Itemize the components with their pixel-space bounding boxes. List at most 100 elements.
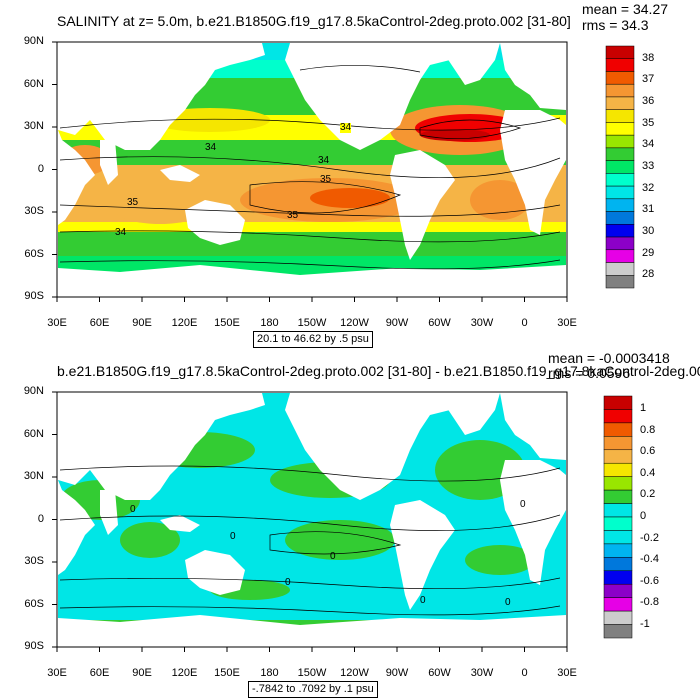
colorbar-label: 36: [642, 95, 655, 108]
panel2-lat-label: 90S: [24, 640, 44, 652]
colorbar-swatch: [605, 45, 635, 59]
colorbar-swatch: [605, 71, 635, 85]
colorbar-swatch: [603, 543, 633, 558]
colorbar-swatch: [605, 109, 635, 123]
panel1-contour-label: 34: [115, 227, 127, 238]
panel2-colorbar: [603, 395, 633, 639]
panel1-contour-label: 34: [205, 142, 217, 153]
panel2-contour-label: 0: [420, 595, 426, 606]
panel1-map: [56, 41, 568, 298]
panel2-contour-label: 0: [520, 499, 526, 510]
panel2-mean: mean = -0.0003418: [548, 350, 670, 366]
colorbar-swatch: [603, 624, 633, 639]
panel1-lon-label: 150E: [214, 317, 240, 329]
panel1-contour-label: 34: [340, 122, 352, 133]
colorbar-swatch: [603, 436, 633, 451]
colorbar-label: 0.4: [640, 466, 656, 479]
colorbar-label: 35: [642, 116, 655, 129]
panel2-lat-label: 30N: [23, 470, 44, 482]
panel1-lat-label: 30S: [24, 205, 44, 217]
panel1-lon-label: 120E: [171, 317, 198, 329]
panel1-lon-label: 120W: [340, 317, 369, 329]
panel2-lat-label: 60N: [23, 428, 44, 440]
panel2-lon-label: 180: [260, 667, 279, 679]
panel2-contour-caption: -.7842 to .7092 by .1 psu: [248, 681, 378, 699]
colorbar-swatch: [605, 147, 635, 161]
colorbar-swatch: [603, 610, 633, 625]
colorbar-swatch: [603, 395, 633, 410]
panel1-lat-label: 90S: [24, 290, 44, 302]
colorbar-swatch: [605, 262, 635, 276]
colorbar-label: 34: [642, 138, 655, 151]
panel1-contour-label: 35: [127, 197, 139, 208]
panel1-lon-label: 90E: [132, 317, 152, 329]
panel2-lon-label: 30W: [470, 667, 494, 679]
panel1-lat-label: 0: [37, 163, 44, 175]
colorbar-label: 31: [642, 203, 655, 216]
panel1-lon-label: 30E: [47, 317, 67, 329]
colorbar-label: -1: [640, 617, 650, 630]
panel2-ticks: [52, 391, 568, 652]
panel1-mean: mean = 34.27: [582, 1, 669, 17]
panel2-lat-label: 60S: [24, 598, 44, 610]
colorbar-swatch: [603, 503, 633, 518]
colorbar-swatch: [605, 83, 635, 98]
panel2-lon-label: 90E: [132, 667, 152, 679]
colorbar-swatch: [605, 211, 635, 225]
panel1-lat-label: 30N: [23, 120, 44, 132]
colorbar-label: -0.4: [640, 553, 659, 566]
panel2-lon-label: 30E: [47, 667, 67, 679]
panel2-contour-label: 0: [230, 531, 236, 542]
panel2-lon-label: 30E: [557, 667, 577, 679]
panel1-lat-label: 60S: [24, 248, 44, 260]
colorbar-swatch: [605, 122, 635, 136]
colorbar-swatch: [605, 275, 635, 289]
panel2-lon-label: 90W: [385, 667, 409, 679]
panel1-rms: rms = 34.3: [582, 17, 649, 33]
panel2-lon-label: 60W: [428, 667, 451, 679]
colorbar-label: 33: [642, 160, 655, 172]
colorbar-label: -0.2: [640, 531, 659, 544]
colorbar-label: -0.6: [640, 574, 659, 587]
panel1-lon-label: 90W: [385, 317, 409, 329]
colorbar-swatch: [603, 530, 633, 545]
colorbar-swatch: [605, 249, 635, 263]
panel2-lat-label: 90N: [23, 385, 44, 397]
colorbar-swatch: [603, 557, 633, 572]
colorbar-label: 1: [640, 402, 647, 415]
colorbar-label: 30: [642, 224, 655, 237]
colorbar-label: -0.8: [640, 596, 659, 609]
panel1-lon-label: 60E: [89, 317, 110, 329]
colorbar-swatch: [605, 96, 635, 110]
colorbar-swatch: [603, 449, 633, 464]
panel1-lat-label: 90N: [23, 35, 44, 47]
panel1-lon-label: 150W: [297, 317, 327, 329]
panel2-lat-label: 0: [37, 513, 44, 525]
colorbar-swatch: [603, 409, 633, 424]
colorbar-label: 29: [642, 246, 655, 259]
panel1-colorbar: [605, 45, 635, 289]
panel2-title: b.e21.B1850G.f19_g17.8.5kaControl-2deg.p…: [57, 363, 700, 379]
colorbar-swatch: [605, 160, 635, 174]
panel1-lon-label: 0: [521, 317, 528, 329]
panel2-lon-label: 120W: [340, 667, 369, 679]
colorbar-label: 38: [642, 51, 655, 64]
panel2-map: [56, 391, 568, 648]
colorbar-swatch: [603, 570, 633, 585]
colorbar-swatch: [603, 462, 633, 477]
colorbar-swatch: [603, 476, 633, 491]
panel2-rms: rms = 0.0596: [548, 365, 631, 381]
colorbar-label: 0: [640, 510, 647, 522]
panel1-lon-label: 30E: [557, 317, 577, 329]
panel1-lon-label: 30W: [470, 317, 494, 329]
panel1-ticks: [52, 41, 568, 302]
colorbar-swatch: [605, 198, 635, 212]
panel2-contour-label: 0: [505, 597, 511, 608]
colorbar-swatch: [605, 58, 635, 72]
colorbar-swatch: [603, 489, 633, 504]
colorbar-swatch: [605, 134, 635, 149]
colorbar-swatch: [605, 236, 635, 251]
panel1-contour-label: 34: [318, 155, 330, 166]
panel2-lon-label: 150W: [297, 667, 327, 679]
